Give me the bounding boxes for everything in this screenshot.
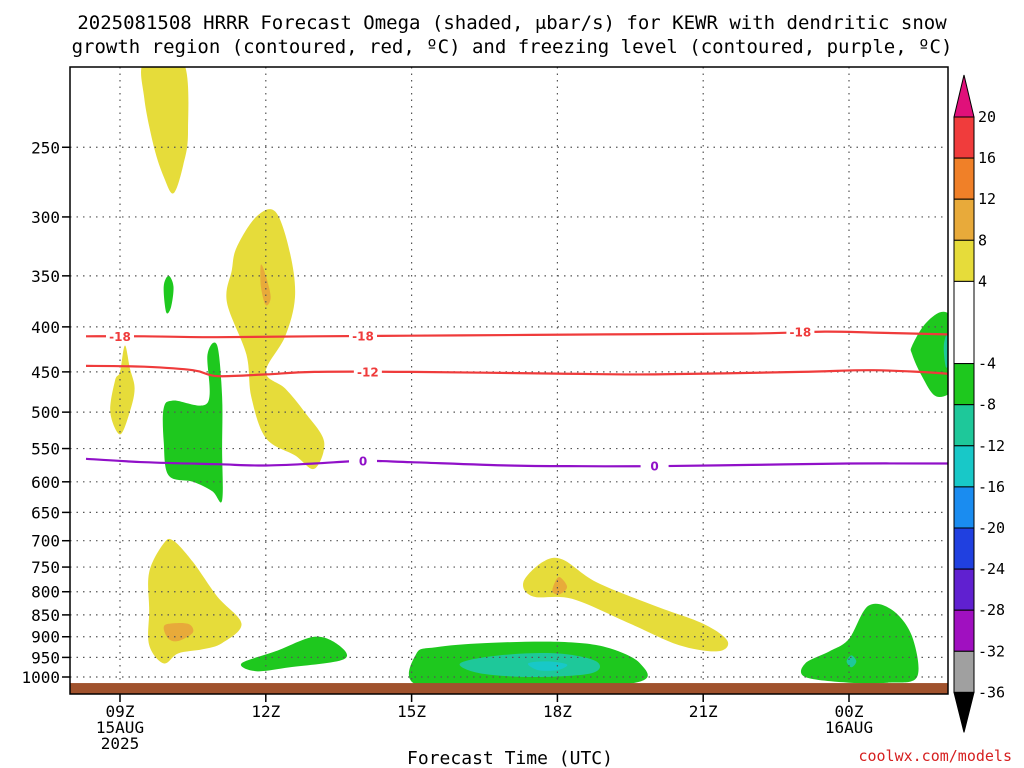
colorbar-label-16: 16 [978, 149, 996, 167]
colorbar-label-8: 8 [978, 231, 987, 249]
omega-region-15 [846, 655, 857, 668]
y-tick-label-500: 500 [31, 403, 60, 422]
x-tick-label-9-2: 2025 [101, 734, 140, 753]
colorbar-label-12: 12 [978, 190, 996, 208]
x-tick-label-24-0: 00Z [835, 702, 864, 721]
contour-label-2-1: 0 [650, 460, 658, 474]
contour-line-1 [85, 364, 948, 378]
colorbar-label-4: 4 [978, 272, 987, 290]
colorbar-segment-6 [953, 404, 975, 447]
omega-region-14 [800, 603, 919, 684]
colorbar-segment-0 [953, 116, 975, 159]
colorbar-segment-7 [953, 445, 975, 488]
x-tick-label-18-0: 18Z [543, 702, 572, 721]
y-tick-label-300: 300 [31, 208, 60, 227]
colorbar-segment-10 [953, 568, 975, 611]
contour-label-0-0: -18 [109, 330, 131, 344]
colorbar-segment-1 [953, 157, 975, 200]
y-tick-label-450: 450 [31, 363, 60, 382]
omega-region-13 [527, 661, 568, 671]
omega-region-8 [240, 636, 348, 672]
contour-label-bg [349, 453, 377, 468]
colorbar-label--16: -16 [978, 478, 1005, 496]
y-tick-label-700: 700 [31, 532, 60, 551]
contour-label-bg [640, 459, 669, 474]
x-tick-label-24-1: 16AUG [825, 718, 873, 737]
omega-region-3 [110, 345, 135, 435]
colorbar-label--28: -28 [978, 601, 1005, 619]
ground-band [70, 683, 948, 694]
plot-area: -18 -18 -18 -12 0 0 [69, 66, 949, 695]
omega-region-10 [552, 576, 568, 595]
colorbar-segment-4 [953, 280, 975, 365]
y-tick-label-1000: 1000 [21, 668, 60, 687]
y-tick-label-350: 350 [31, 267, 60, 286]
colorbar-segment-8 [953, 486, 975, 529]
omega-region-2 [260, 264, 271, 306]
x-tick-label-15-0: 15Z [397, 702, 426, 721]
colorbar-segment-2 [953, 198, 975, 241]
contour-line-0 [85, 330, 948, 339]
colorbar-label--12: -12 [978, 437, 1005, 455]
colorbar-segment-12 [953, 650, 975, 693]
y-tick-label-900: 900 [31, 628, 60, 647]
colorbar-label--4: -4 [978, 355, 996, 373]
grid-layer [70, 67, 948, 694]
plot-frame [69, 66, 949, 695]
contour-label-bg [106, 329, 134, 344]
colorbar-label--24: -24 [978, 560, 1005, 578]
colorbar-over-triangle [953, 74, 975, 118]
y-tick-label-400: 400 [31, 318, 60, 337]
y-tick-label-650: 650 [31, 503, 60, 522]
y-tick-label-850: 850 [31, 606, 60, 625]
contour-label-bg [786, 325, 815, 340]
ground-layer [70, 683, 948, 694]
omega-region-0 [141, 67, 189, 194]
omega-region-6 [148, 538, 242, 664]
colorbar-segment-5 [953, 363, 975, 406]
contour-label-bg [353, 364, 382, 379]
y-tick-label-600: 600 [31, 473, 60, 492]
x-tick-label-9-0: 09Z [106, 702, 135, 721]
x-axis-title: Forecast Time (UTC) [407, 748, 613, 768]
chart-title-line-1: 2025081508 HRRR Forecast Omega (shaded, … [77, 12, 947, 34]
colorbar-label--8: -8 [978, 396, 996, 414]
x-tick-label-12-0: 12Z [251, 702, 280, 721]
y-tick-label-250: 250 [31, 138, 60, 157]
colorbar-under-triangle [953, 691, 975, 733]
colorbar-label--32: -32 [978, 642, 1005, 660]
contour-label-0-1: -18 [352, 329, 374, 343]
colorbar-label-20: 20 [978, 108, 996, 126]
contour-label-1-0: -12 [357, 365, 379, 379]
omega-region-1 [226, 209, 325, 470]
colorbar: 20 16 12 8 4 -4 -8 -12 -16 -20 -24 -28 -32 -36 [953, 74, 1005, 733]
omega-region-9 [523, 557, 729, 652]
omega-region-4 [163, 275, 174, 314]
colorbar-label--36: -36 [978, 683, 1005, 701]
omega-region-7 [163, 622, 194, 642]
credit-text[interactable]: coolwx.com/models [858, 747, 1012, 765]
contour-label-2-0: 0 [359, 454, 367, 468]
x-tick-label-9-1: 15AUG [96, 718, 144, 737]
omega-region-17 [943, 331, 948, 368]
omega-region-5 [162, 342, 223, 503]
x-tick-label-21-0: 21Z [689, 702, 718, 721]
contour-label-0-2: -18 [790, 326, 812, 340]
colorbar-segment-3 [953, 239, 975, 282]
y-tick-label-550: 550 [31, 440, 60, 459]
contour-layer: -18 -18 -18 -12 0 0 [85, 325, 948, 474]
y-axis: 250 300 350 400 450 500 550 600 650 700 750 800 850 9… [21, 138, 70, 687]
colorbar-label--20: -20 [978, 519, 1005, 537]
chart-title-line-2: growth region (contoured, red, ºC) and f… [72, 36, 953, 58]
y-tick-label-950: 950 [31, 648, 60, 667]
colorbar-segment-9 [953, 527, 975, 570]
colorbar-segment-11 [953, 609, 975, 652]
contour-line-2 [85, 457, 948, 468]
y-tick-label-750: 750 [31, 558, 60, 577]
y-tick-label-800: 800 [31, 583, 60, 602]
contour-label-bg [349, 328, 377, 343]
